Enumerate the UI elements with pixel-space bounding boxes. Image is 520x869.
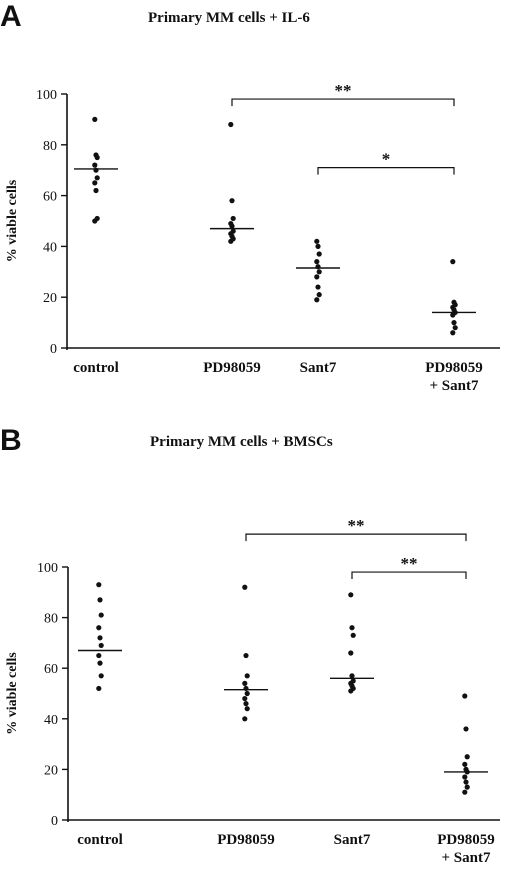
chart-a-y-tick-label: 0 bbox=[50, 342, 57, 357]
chart-a-significance-label: * bbox=[382, 150, 391, 169]
chart-a-data-point bbox=[314, 238, 320, 244]
chart-a-data-point bbox=[316, 269, 322, 275]
panel-a: A Primary MM cells + IL-6 0 20 40 60 80 100 % … bbox=[0, 0, 520, 430]
chart-b-significance-bracket bbox=[351, 571, 467, 580]
chart-b-data-point bbox=[348, 688, 354, 694]
chart-a-data-point bbox=[450, 330, 456, 336]
chart-a-category-label: PD98059 bbox=[425, 360, 483, 376]
chart-b-data-point bbox=[244, 706, 250, 712]
chart-b-data-point bbox=[464, 754, 470, 760]
chart-b-data-point bbox=[98, 673, 104, 679]
chart-a-data-point bbox=[92, 218, 98, 224]
chart-b-data-point bbox=[96, 652, 102, 659]
chart-b-category-label: + Sant7 bbox=[442, 850, 491, 866]
chart-a-data-point bbox=[94, 154, 100, 161]
panel-b-title: Primary MM cells + BMSCs bbox=[150, 434, 333, 450]
chart-b-data-point bbox=[97, 635, 103, 641]
chart-a-data-point bbox=[450, 259, 456, 265]
chart-b-significance-bracket bbox=[245, 533, 467, 542]
chart-a-data-point bbox=[92, 180, 98, 186]
chart-b-data-point bbox=[462, 761, 468, 767]
chart-a-data-point bbox=[314, 297, 320, 303]
chart-b-y-tick-label: 0 bbox=[51, 814, 58, 829]
chart-a-data-point bbox=[228, 121, 234, 128]
chart-a-data-point bbox=[451, 320, 457, 326]
panel-b: B Primary MM cells + BMSCs 0 20 40 60 80 100%… bbox=[0, 426, 520, 869]
chart-b-data-point bbox=[349, 673, 355, 679]
chart-b-data-point bbox=[243, 701, 249, 707]
chart-a-y-axis-label: % viable cells bbox=[5, 179, 20, 262]
chart-a-data-point bbox=[230, 215, 236, 222]
panel-letter-b: B bbox=[0, 424, 22, 457]
chart-b-data-point bbox=[97, 660, 103, 666]
chart-a-data-point bbox=[452, 325, 458, 331]
chart-a-data-point bbox=[315, 243, 321, 249]
chart-b-data-point bbox=[462, 774, 468, 780]
chart-b-data-point bbox=[242, 716, 248, 722]
chart-b-data-point bbox=[463, 726, 469, 732]
chart-b-category-label: PD98059 bbox=[437, 832, 495, 848]
chart-a-data-point bbox=[228, 238, 234, 244]
chart-a-data-point bbox=[316, 292, 322, 298]
chart-b-data-point bbox=[98, 612, 104, 618]
chart-b-category-label: Sant7 bbox=[334, 832, 371, 848]
chart-b-significance-label: ** bbox=[348, 516, 365, 535]
chart-b-plot: 0 20 40 60 80 100 % viable cells control PD98059… bbox=[5, 516, 500, 866]
chart-a-y-tick-label: 60 bbox=[43, 190, 57, 205]
panel-a-title: Primary MM cells + IL-6 bbox=[148, 10, 310, 26]
chart-b-data-point bbox=[242, 680, 248, 686]
chart-a-category-label: control bbox=[73, 360, 119, 376]
chart-a-data-point bbox=[450, 312, 456, 318]
chart-b-data-point bbox=[464, 784, 470, 790]
chart-b-data-point bbox=[348, 592, 354, 598]
chart-a-significance-bracket bbox=[317, 167, 455, 175]
chart-a-significance-label: ** bbox=[335, 81, 352, 100]
chart-a-y-tick-label: 80 bbox=[43, 139, 57, 154]
chart-b-data-point bbox=[348, 650, 354, 656]
chart-b-data-point bbox=[242, 584, 248, 590]
chart-b-category-label: control bbox=[77, 832, 123, 848]
chart-b-y-tick-label: 40 bbox=[44, 713, 58, 728]
chart-a-data-point bbox=[316, 251, 322, 257]
chart-b-data-point bbox=[463, 779, 469, 785]
chart-b-y-tick-label: 20 bbox=[44, 763, 58, 778]
chart-a-data-point bbox=[92, 162, 98, 168]
chart-a-y-tick-label: 40 bbox=[43, 240, 57, 255]
chart-b-y-axis-label: % viable cells bbox=[5, 652, 20, 735]
chart-a-category-label: Sant7 bbox=[300, 360, 337, 376]
chart-a-data-point bbox=[314, 259, 320, 265]
chart-a-y-tick-label: 20 bbox=[43, 291, 57, 306]
chart-a-plot: 0 20 40 60 80 100 % viable cells control PD98059… bbox=[5, 81, 500, 394]
chart-b-data-point bbox=[242, 695, 248, 702]
chart-a-data-point bbox=[229, 198, 235, 204]
chart-b-data-point bbox=[97, 597, 103, 603]
chart-a-data-point bbox=[94, 175, 100, 181]
chart-a-data-point bbox=[229, 223, 235, 229]
chart-b-data-point bbox=[98, 642, 104, 649]
chart-b-y-tick-label: 60 bbox=[44, 662, 58, 677]
chart-b-data-point bbox=[96, 582, 102, 588]
chart-a-significance-bracket bbox=[231, 98, 455, 107]
chart-a-data-point bbox=[314, 274, 320, 280]
chart-a-data-point bbox=[92, 116, 98, 122]
chart-b-y-tick-label: 100 bbox=[37, 561, 58, 576]
chart-b-data-point bbox=[349, 625, 355, 631]
chart-b-category-label: PD98059 bbox=[217, 832, 275, 848]
chart-b-data-point bbox=[350, 632, 356, 638]
chart-b-data-point bbox=[96, 625, 102, 631]
chart-b-significance-label: ** bbox=[401, 554, 418, 573]
chart-a-data-point bbox=[315, 284, 321, 290]
chart-b-data-point bbox=[462, 789, 468, 795]
chart-a-category-label: + Sant7 bbox=[430, 378, 479, 394]
chart-b-y-tick-label: 80 bbox=[44, 612, 58, 627]
chart-a-category-label: PD98059 bbox=[203, 360, 261, 376]
chart-b-data-point bbox=[244, 690, 250, 697]
chart-b-data-point bbox=[96, 685, 102, 692]
panel-letter-a: A bbox=[0, 0, 22, 33]
chart-b-data-point bbox=[243, 652, 249, 659]
chart-b-data-point bbox=[244, 673, 250, 679]
chart-a-data-point bbox=[93, 187, 99, 194]
chart-a-y-tick-label: 100 bbox=[36, 88, 57, 103]
chart-b-data-point bbox=[462, 693, 468, 699]
